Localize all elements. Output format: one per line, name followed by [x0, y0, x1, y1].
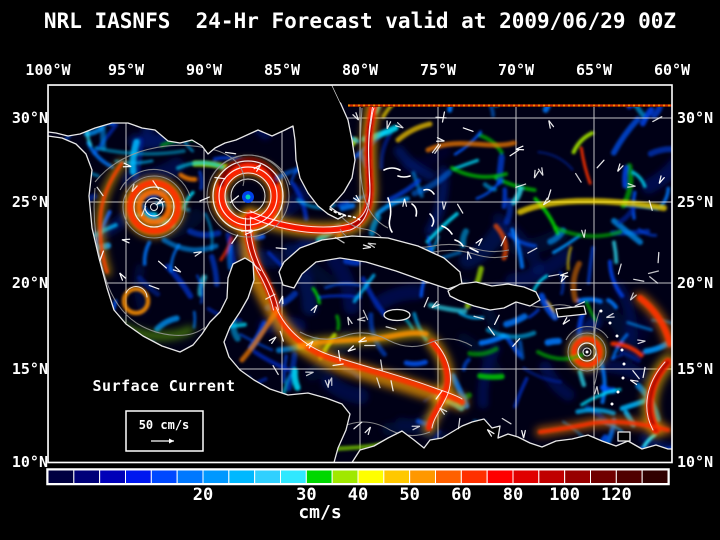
lon-label: 65°W [575, 61, 613, 79]
lon-label: 60°W [653, 61, 691, 79]
lon-label: 100°W [25, 61, 71, 79]
lon-label: 80°W [341, 61, 379, 79]
lat-label: 25°N [677, 193, 714, 211]
colorbar-tick: 100 [549, 485, 580, 505]
surface-current-label: Surface Current [92, 377, 236, 395]
scale-value-label: 50 cm/s [138, 418, 190, 432]
lat-label: 10°N [11, 453, 48, 471]
colorbar-tick: 40 [347, 485, 369, 505]
lat-label: 30°N [11, 109, 48, 127]
lat-label: 30°N [677, 109, 714, 127]
lon-label: 85°W [263, 61, 301, 79]
colorbar-tick: 20 [192, 485, 214, 505]
page-title: NRL IASNFS 24-Hr Forecast valid at 2009/… [43, 9, 677, 33]
lat-label: 20°N [677, 274, 714, 292]
colorbar-tick: 80 [502, 485, 524, 505]
lat-label: 15°N [677, 360, 714, 378]
lat-label: 25°N [11, 193, 48, 211]
lat-label: 20°N [11, 274, 48, 292]
colorbar [46, 468, 670, 486]
colorbar-unit: cm/s [298, 502, 342, 523]
lon-label: 75°W [419, 61, 457, 79]
colorbar-tick: 120 [600, 485, 632, 505]
colorbar-tick: 60 [451, 485, 472, 505]
colorbar-tick: 30 [296, 485, 317, 505]
lat-label: 10°N [677, 453, 714, 471]
lon-label: 95°W [107, 61, 145, 79]
lon-label: 90°W [185, 61, 223, 79]
lat-label: 15°N [11, 360, 48, 378]
lon-label: 70°W [497, 61, 535, 79]
colorbar-tick: 50 [399, 485, 420, 505]
